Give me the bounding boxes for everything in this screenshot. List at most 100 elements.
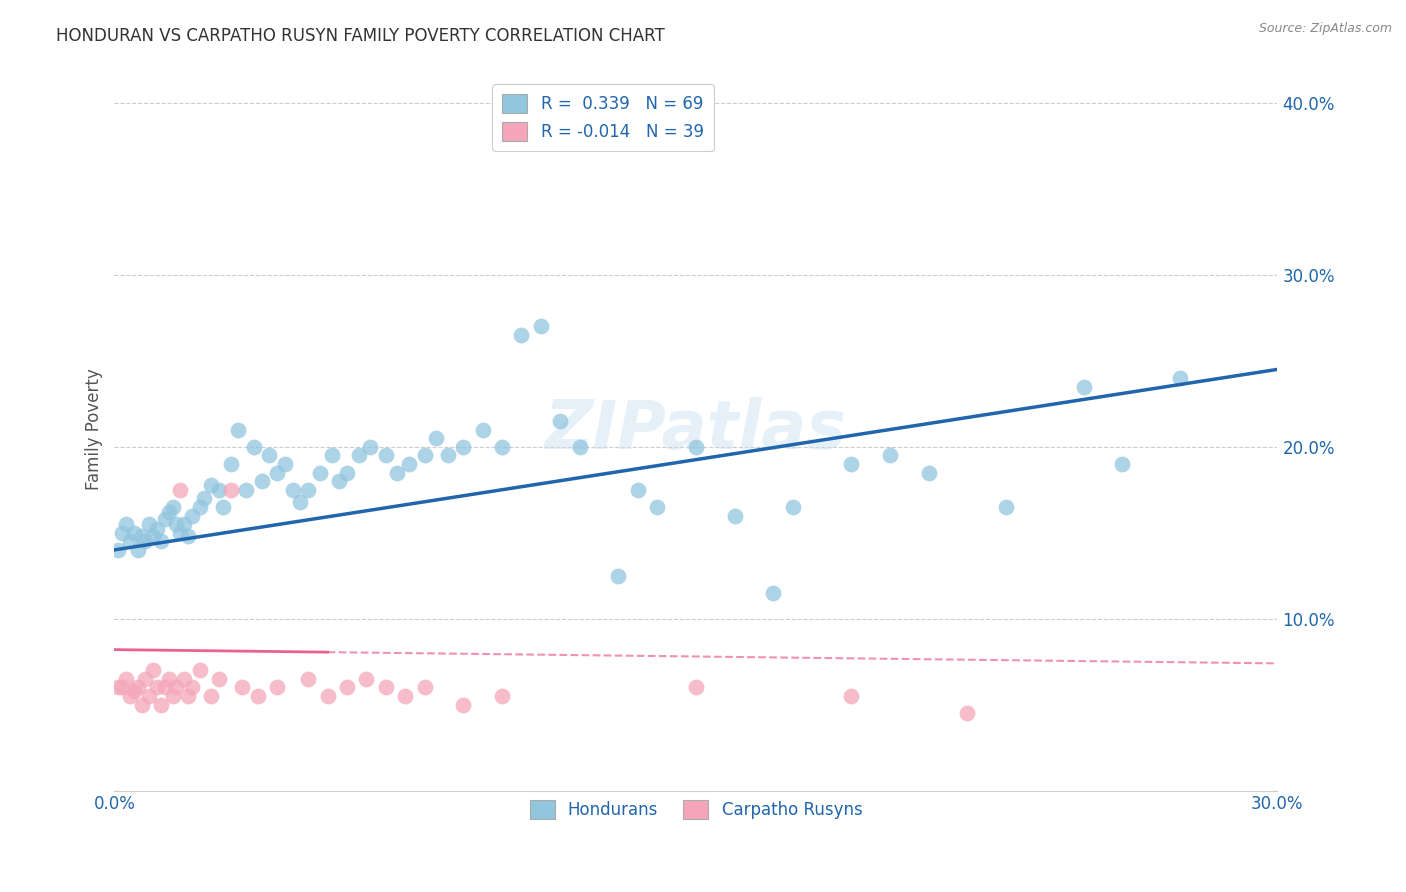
Y-axis label: Family Poverty: Family Poverty [86, 368, 103, 491]
Point [436, 448, 458, 462]
Point [162, 500, 184, 514]
Point [243, 440, 266, 454]
Point [115, 672, 138, 686]
Point [1073, 379, 1095, 393]
Point [246, 689, 269, 703]
Point [165, 517, 187, 532]
Point [724, 508, 747, 523]
Point [181, 681, 204, 695]
Text: ZIPatlas: ZIPatlas [546, 397, 846, 463]
Point [259, 448, 281, 462]
Point [394, 689, 416, 703]
Point [131, 529, 153, 543]
Point [111, 525, 134, 540]
Point [290, 495, 312, 509]
Point [169, 525, 191, 540]
Point [177, 529, 200, 543]
Point [173, 672, 195, 686]
Point [336, 681, 359, 695]
Point [425, 431, 447, 445]
Legend: Hondurans, Carpatho Rusyns: Hondurans, Carpatho Rusyns [523, 793, 869, 826]
Point [309, 466, 332, 480]
Point [177, 689, 200, 703]
Point [122, 525, 145, 540]
Point [453, 698, 475, 712]
Point [235, 483, 257, 497]
Point [208, 483, 231, 497]
Point [118, 534, 141, 549]
Point [169, 483, 191, 497]
Point [134, 672, 156, 686]
Point [134, 534, 156, 549]
Point [510, 328, 533, 343]
Point [149, 698, 172, 712]
Point [228, 423, 250, 437]
Point [188, 500, 211, 514]
Point [685, 681, 707, 695]
Text: Source: ZipAtlas.com: Source: ZipAtlas.com [1258, 22, 1392, 36]
Point [266, 681, 288, 695]
Point [142, 663, 165, 677]
Point [107, 542, 129, 557]
Point [118, 689, 141, 703]
Point [491, 440, 513, 454]
Point [111, 681, 134, 695]
Point [471, 423, 494, 437]
Point [568, 440, 591, 454]
Point [328, 474, 350, 488]
Point [359, 440, 381, 454]
Point [153, 681, 176, 695]
Point [131, 698, 153, 712]
Point [685, 440, 707, 454]
Point [762, 586, 785, 600]
Point [193, 491, 215, 506]
Point [548, 414, 571, 428]
Point [839, 457, 862, 471]
Point [165, 681, 187, 695]
Point [627, 483, 650, 497]
Point [956, 706, 979, 721]
Point [530, 319, 553, 334]
Point [250, 474, 273, 488]
Point [917, 466, 939, 480]
Point [316, 689, 339, 703]
Point [157, 505, 180, 519]
Point [127, 542, 149, 557]
Point [146, 522, 169, 536]
Point [607, 568, 630, 582]
Point [146, 681, 169, 695]
Point [153, 512, 176, 526]
Point [107, 681, 129, 695]
Point [162, 689, 184, 703]
Point [356, 672, 378, 686]
Point [413, 448, 436, 462]
Point [839, 689, 862, 703]
Point [127, 681, 149, 695]
Point [374, 681, 396, 695]
Point [115, 517, 138, 532]
Point [281, 483, 304, 497]
Point [219, 457, 242, 471]
Point [188, 663, 211, 677]
Point [491, 689, 513, 703]
Point [219, 483, 242, 497]
Point [374, 448, 396, 462]
Point [453, 440, 475, 454]
Text: HONDURAN VS CARPATHO RUSYN FAMILY POVERTY CORRELATION CHART: HONDURAN VS CARPATHO RUSYN FAMILY POVERT… [56, 27, 665, 45]
Point [208, 672, 231, 686]
Point [321, 448, 343, 462]
Point [200, 689, 222, 703]
Point [387, 466, 409, 480]
Point [336, 466, 359, 480]
Point [149, 534, 172, 549]
Point [1170, 371, 1192, 385]
Point [995, 500, 1018, 514]
Point [297, 672, 319, 686]
Point [347, 448, 370, 462]
Point [231, 681, 253, 695]
Point [266, 466, 288, 480]
Point [157, 672, 180, 686]
Point [274, 457, 297, 471]
Point [398, 457, 420, 471]
Point [297, 483, 319, 497]
